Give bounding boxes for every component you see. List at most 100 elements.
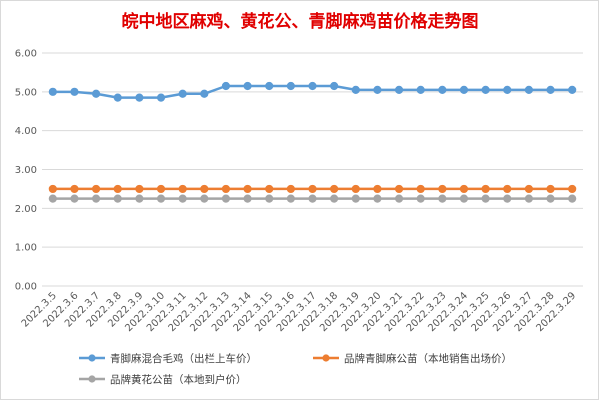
y-axis-ticks: 6.00 5.00 4.00 3.00 2.00 1.00 0.00 bbox=[15, 49, 37, 293]
data-point bbox=[394, 184, 404, 194]
data-point bbox=[438, 194, 447, 203]
data-point bbox=[135, 194, 144, 203]
series-lines bbox=[48, 81, 577, 203]
data-point bbox=[48, 87, 57, 96]
data-point bbox=[503, 194, 512, 203]
data-point bbox=[373, 194, 382, 203]
data-point bbox=[503, 184, 512, 194]
data-point bbox=[546, 184, 555, 194]
data-point bbox=[308, 81, 317, 91]
data-point bbox=[156, 194, 166, 203]
data-point bbox=[221, 81, 231, 91]
data-point bbox=[416, 85, 425, 94]
data-point bbox=[135, 184, 144, 194]
data-point bbox=[373, 184, 382, 194]
data-point bbox=[286, 194, 295, 203]
y-tick-label: 2.00 bbox=[15, 204, 37, 215]
data-point bbox=[481, 184, 490, 194]
data-point bbox=[330, 184, 339, 194]
data-point bbox=[351, 85, 360, 94]
data-point bbox=[70, 87, 79, 96]
data-point bbox=[113, 184, 122, 194]
legend-marker bbox=[88, 375, 96, 383]
data-point bbox=[524, 85, 534, 94]
data-point bbox=[481, 194, 490, 203]
data-point bbox=[394, 85, 404, 94]
legend: 青脚麻混合毛鸡（出栏上车价） 品牌青脚麻公苗（本地销售出场价） 品牌黄花公苗（本地到… bbox=[79, 352, 512, 386]
data-point bbox=[438, 85, 447, 94]
y-tick-label: 4.00 bbox=[15, 126, 37, 137]
legend-label: 品牌青脚麻公苗（本地销售出场价） bbox=[344, 352, 512, 365]
data-point bbox=[394, 194, 404, 203]
data-point bbox=[459, 85, 469, 94]
data-point bbox=[568, 85, 577, 94]
legend-marker bbox=[88, 354, 96, 362]
y-tick-label: 5.00 bbox=[15, 87, 37, 98]
y-tick-label: 3.00 bbox=[15, 165, 37, 176]
data-point bbox=[113, 194, 122, 203]
data-point bbox=[546, 194, 555, 203]
y-tick-label: 1.00 bbox=[15, 243, 37, 254]
data-point bbox=[308, 184, 317, 194]
data-point bbox=[503, 85, 512, 94]
data-point bbox=[459, 184, 469, 194]
data-point bbox=[481, 85, 490, 94]
data-point bbox=[351, 184, 360, 194]
data-point bbox=[351, 194, 360, 203]
data-point bbox=[568, 184, 577, 194]
y-tick-label: 0.00 bbox=[15, 282, 37, 293]
series-2 bbox=[48, 184, 577, 194]
data-point bbox=[243, 184, 252, 194]
data-point bbox=[178, 184, 187, 194]
data-point bbox=[113, 93, 122, 102]
data-point bbox=[373, 85, 382, 94]
data-point bbox=[459, 194, 469, 203]
data-point bbox=[200, 89, 209, 98]
data-point bbox=[221, 194, 231, 203]
data-point bbox=[178, 89, 187, 98]
legend-item: 品牌黄花公苗（本地到户价） bbox=[79, 373, 247, 386]
legend-item: 青脚麻混合毛鸡（出栏上车价） bbox=[79, 352, 257, 365]
data-point bbox=[221, 184, 231, 194]
legend-item: 品牌青脚麻公苗（本地销售出场价） bbox=[313, 352, 512, 365]
data-point bbox=[70, 184, 79, 194]
data-point bbox=[265, 194, 274, 203]
chart-title: 皖中地区麻鸡、黄花公、青脚麻鸡苗价格走势图 bbox=[122, 11, 479, 32]
data-point bbox=[568, 194, 577, 203]
gridlines bbox=[42, 52, 583, 287]
data-point bbox=[243, 194, 252, 203]
data-point bbox=[416, 194, 425, 203]
series-3 bbox=[48, 194, 577, 203]
data-point bbox=[286, 81, 295, 91]
data-point bbox=[135, 93, 144, 102]
data-point bbox=[330, 81, 339, 91]
data-point bbox=[243, 81, 252, 91]
data-point bbox=[156, 184, 166, 194]
legend-marker bbox=[322, 354, 330, 362]
data-point bbox=[48, 184, 57, 194]
data-point bbox=[265, 184, 274, 194]
legend-label: 青脚麻混合毛鸡（出栏上车价） bbox=[110, 352, 257, 365]
data-point bbox=[416, 184, 425, 194]
legend-label: 品牌黄花公苗（本地到户价） bbox=[110, 373, 247, 386]
data-point bbox=[286, 184, 295, 194]
data-point bbox=[524, 194, 534, 203]
data-point bbox=[438, 184, 447, 194]
data-point bbox=[92, 89, 101, 98]
data-point bbox=[546, 85, 555, 94]
data-point bbox=[92, 194, 101, 203]
data-point bbox=[156, 93, 166, 102]
data-point bbox=[200, 184, 209, 194]
y-tick-label: 6.00 bbox=[15, 49, 37, 60]
data-point bbox=[330, 194, 339, 203]
data-point bbox=[48, 194, 57, 203]
data-point bbox=[200, 194, 209, 203]
data-point bbox=[265, 81, 274, 91]
data-point bbox=[308, 194, 317, 203]
series-1 bbox=[48, 81, 577, 102]
data-point bbox=[70, 194, 79, 203]
data-point bbox=[92, 184, 101, 194]
data-point bbox=[524, 184, 534, 194]
x-axis-ticks: 2022.3.52022.3.62022.3.72022.3.82022.3.9… bbox=[20, 290, 579, 334]
